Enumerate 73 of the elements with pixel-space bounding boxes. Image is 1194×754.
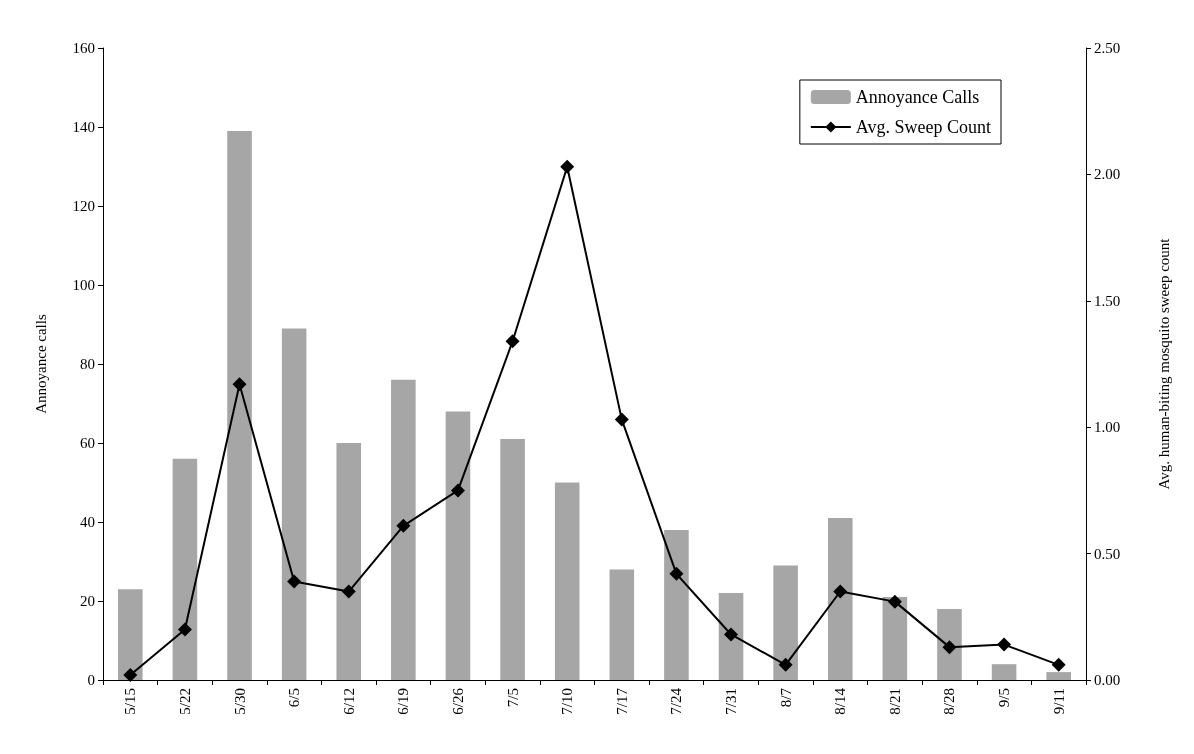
x-tick-label: 5/15	[122, 688, 139, 715]
bar	[937, 608, 962, 680]
point	[778, 657, 793, 672]
bar	[1046, 672, 1071, 680]
point	[396, 518, 411, 533]
y-tick-label: 20	[80, 593, 95, 609]
x-tick-label: 5/30	[231, 688, 248, 715]
legend-label: Avg. Sweep Count	[855, 117, 992, 137]
bar	[554, 482, 580, 680]
y-tick-label: 40	[80, 514, 95, 530]
x-tick-label: 9/11	[1050, 688, 1067, 715]
x-tick-label: 6/26	[449, 687, 466, 715]
y-tick-label: 140	[72, 119, 95, 135]
point	[560, 159, 575, 174]
point	[669, 566, 684, 581]
bar	[773, 565, 798, 680]
point	[997, 637, 1012, 652]
bar	[882, 597, 908, 680]
y-tick-label: 120	[72, 198, 95, 214]
bar	[609, 569, 635, 680]
bar	[827, 518, 853, 680]
y-tick-label: 60	[80, 435, 95, 451]
point	[341, 584, 356, 599]
point	[1051, 657, 1066, 672]
point	[505, 334, 520, 349]
x-tick-label: 7/10	[559, 688, 576, 715]
y-tick-label: 80	[80, 356, 95, 372]
bar	[664, 529, 689, 680]
y2-tick-label: 1.00	[1094, 419, 1121, 436]
y-tick-label: 160	[72, 40, 95, 56]
bar	[172, 458, 198, 680]
bar	[718, 593, 744, 680]
point	[287, 574, 302, 589]
point	[614, 412, 629, 427]
point	[887, 594, 902, 609]
y2-tick-label: 0.00	[1094, 672, 1121, 688]
y2-axis-title: Avg. human-biting mosquito sweep count	[1155, 237, 1172, 490]
x-tick-label: 8/7	[777, 687, 794, 708]
y-tick-label: 100	[72, 277, 95, 293]
bar	[991, 664, 1017, 680]
x-tick-label: 6/19	[395, 688, 412, 715]
legend-label: Annoyance Calls	[855, 87, 980, 107]
bar	[281, 328, 307, 680]
x-tick-label: 8/14	[832, 687, 849, 715]
point	[232, 377, 247, 392]
x-tick-label: 7/5	[504, 688, 521, 708]
y2-tick-label: 2.00	[1094, 166, 1121, 183]
point	[833, 584, 848, 599]
bar	[391, 379, 416, 680]
y2-tick-label: 0.50	[1094, 545, 1121, 562]
point	[123, 667, 138, 682]
x-tick-label: 6/5	[286, 688, 303, 708]
x-tick-label: 6/12	[340, 688, 357, 715]
y2-tick-label: 1.50	[1094, 292, 1121, 309]
x-tick-label: 7/17	[613, 687, 630, 715]
bar	[227, 130, 252, 680]
y-tick-label: 0	[87, 672, 95, 688]
x-tick-label: 7/24	[668, 687, 685, 715]
bar	[500, 439, 525, 680]
point	[177, 622, 192, 637]
x-tick-label: 9/5	[996, 688, 1013, 708]
y2-tick-label: 2.50	[1094, 40, 1121, 56]
x-tick-label: 7/31	[723, 688, 740, 715]
point	[942, 640, 957, 655]
x-tick-label: 5/22	[176, 688, 193, 715]
x-tick-label: 8/28	[941, 688, 958, 715]
y-axis-title: Annoyance calls	[32, 314, 49, 414]
point	[724, 627, 739, 642]
x-tick-label: 8/21	[886, 688, 903, 715]
point	[450, 483, 465, 498]
bar	[445, 411, 471, 680]
bar	[336, 443, 362, 680]
bar	[118, 589, 143, 680]
